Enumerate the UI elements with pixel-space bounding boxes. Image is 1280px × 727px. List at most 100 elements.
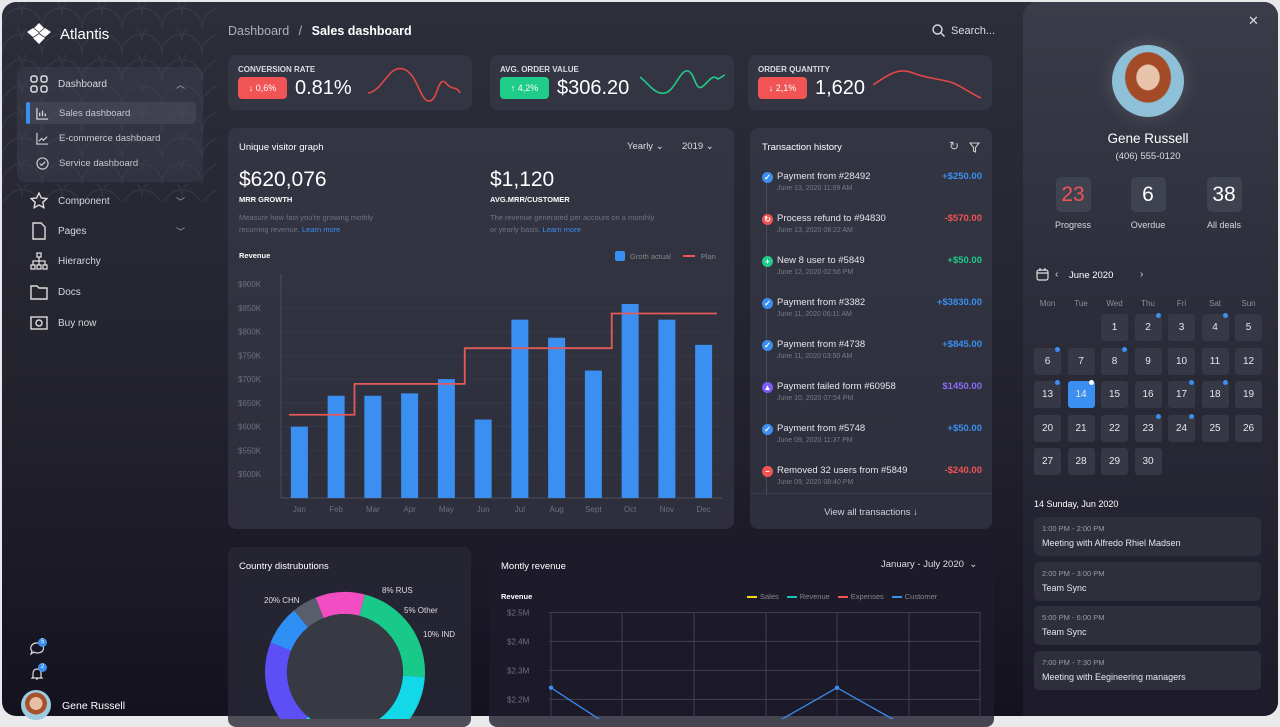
- notifications-button[interactable]: 2: [30, 663, 47, 686]
- legend-item[interactable]: Revenue: [786, 592, 830, 601]
- calendar-day[interactable]: 28: [1067, 448, 1095, 475]
- sidebar-subitem-ecommerce-dashboard[interactable]: E-commerce dashboard: [26, 127, 196, 149]
- sidebar-item-docs[interactable]: Docs: [30, 283, 195, 301]
- calendar-day[interactable]: 17: [1168, 380, 1195, 408]
- transaction-item[interactable]: − Removed 32 users from #5849 June 09, 202…: [762, 465, 982, 505]
- prev-month-button[interactable]: ‹: [1055, 269, 1059, 280]
- legend-item[interactable]: Customer: [891, 592, 937, 601]
- learn-more-link[interactable]: Learn more: [301, 225, 341, 234]
- calendar-day[interactable]: 21: [1067, 414, 1095, 442]
- schedule-event[interactable]: 7:00 PM - 7:30 PM Meeting with Eegineerin…: [1034, 650, 1261, 690]
- sidebar-item-dashboard[interactable]: Dashboard ︿: [30, 75, 195, 93]
- bar-Oct[interactable]: [621, 303, 639, 498]
- view-all-transactions-link[interactable]: View all transactions ↓: [750, 507, 992, 518]
- period-dropdown[interactable]: Yearly ⌄: [627, 141, 664, 152]
- donut-segment[interactable]: [270, 610, 309, 651]
- calendar-day[interactable]: 15: [1101, 381, 1128, 408]
- calendar-day[interactable]: 8: [1101, 346, 1128, 375]
- calendar-day[interactable]: 13: [1034, 380, 1061, 408]
- legend-item[interactable]: Sales: [747, 592, 779, 601]
- calendar-day[interactable]: 5: [1235, 314, 1262, 341]
- sidebar-item-buy-now[interactable]: Buy now: [30, 314, 195, 332]
- legend-item[interactable]: Expenses: [837, 592, 884, 601]
- filter-icon[interactable]: [969, 142, 980, 153]
- search-button[interactable]: Search...: [932, 24, 995, 37]
- year-dropdown[interactable]: 2019 ⌄: [682, 141, 714, 152]
- event-dot: [1122, 346, 1127, 352]
- transaction-item[interactable]: ✓ Payment from #5748 June 09, 2020 11:37 P…: [762, 423, 982, 463]
- bar-Feb[interactable]: [327, 395, 345, 498]
- sidebar-subitem-service-dashboard[interactable]: Service dashboard: [26, 152, 196, 174]
- payment-status-icon: ✓: [762, 340, 773, 351]
- refresh-icon[interactable]: ↻: [949, 139, 960, 153]
- calendar-day[interactable]: 26: [1235, 414, 1262, 442]
- next-month-button[interactable]: ›: [1140, 269, 1144, 280]
- bar-Dec[interactable]: [695, 344, 713, 498]
- calendar-day[interactable]: 23: [1134, 413, 1162, 442]
- calendar-day[interactable]: 25: [1201, 414, 1229, 442]
- logo[interactable]: Atlantis: [26, 23, 109, 45]
- calendar-day[interactable]: 19: [1235, 381, 1262, 408]
- calendar-day[interactable]: 10: [1168, 347, 1195, 375]
- event-title: Team Sync: [1042, 582, 1087, 593]
- transaction-item[interactable]: ↻ Process refund to #94830 June 13, 2020 0…: [762, 213, 982, 253]
- transaction-item[interactable]: ✓ Payment from #4738 June 11, 2020 03:50 A…: [762, 339, 982, 379]
- calendar-day[interactable]: 16: [1134, 381, 1162, 408]
- calendar-day[interactable]: 9: [1134, 347, 1162, 375]
- bar-Jan[interactable]: [290, 426, 308, 498]
- donut-segment[interactable]: [294, 675, 425, 719]
- calendar-day[interactable]: 11: [1201, 347, 1229, 375]
- close-icon[interactable]: ✕: [1248, 13, 1259, 28]
- calendar-day[interactable]: 20: [1034, 414, 1061, 442]
- bar-Aug[interactable]: [548, 337, 566, 498]
- transaction-item[interactable]: ✓ Payment from #28492 June 13, 2020 11:09 …: [762, 171, 982, 211]
- transaction-item[interactable]: ▲ Payment failed form #60958 June 10, 2020…: [762, 381, 982, 421]
- bar-Jul[interactable]: [511, 319, 529, 498]
- sidebar-item-component[interactable]: Component ﹀: [30, 192, 195, 210]
- user-avatar[interactable]: [21, 690, 51, 720]
- calendar-day[interactable]: 24: [1168, 413, 1195, 442]
- schedule-event[interactable]: 5:00 PM - 6:00 PM Team Sync: [1034, 606, 1261, 645]
- sidebar-item-pages[interactable]: Pages ﹀: [30, 222, 195, 240]
- calendar-day[interactable]: 1: [1101, 314, 1128, 341]
- transaction-item[interactable]: ✓ Payment from #3382 June 11, 2020 06:11 A…: [762, 297, 982, 337]
- sidebar-item-label: Dashboard: [58, 78, 107, 90]
- bar-Mar[interactable]: [364, 395, 382, 498]
- schedule-event[interactable]: 2:00 PM - 3:00 PM Team Sync: [1034, 561, 1261, 601]
- calendar-day[interactable]: 29: [1101, 448, 1128, 475]
- transaction-title: Payment from #28492: [777, 171, 871, 182]
- sidebar-subitem-sales-dashboard[interactable]: Sales dashboard: [26, 102, 196, 124]
- calendar-day[interactable]: 4: [1201, 313, 1229, 341]
- calendar-day[interactable]: 7: [1067, 347, 1095, 375]
- calendar-day[interactable]: 14: [1067, 380, 1095, 408]
- bar-May[interactable]: [437, 379, 455, 498]
- calendar-day[interactable]: 12: [1235, 347, 1262, 375]
- weekday-label: Thu: [1141, 299, 1155, 308]
- data-point[interactable]: [834, 685, 840, 690]
- data-point[interactable]: [548, 685, 554, 690]
- breadcrumb-parent[interactable]: Dashboard: [228, 24, 290, 38]
- calendar-day[interactable]: 27: [1034, 448, 1061, 475]
- calendar-day[interactable]: 2: [1134, 313, 1162, 341]
- calendar-day[interactable]: 30: [1134, 448, 1162, 475]
- donut-segment[interactable]: [294, 597, 324, 628]
- messages-button[interactable]: 5: [29, 638, 47, 661]
- bar-Apr[interactable]: [401, 393, 419, 498]
- bar-Nov[interactable]: [658, 319, 676, 498]
- donut-segment[interactable]: [359, 594, 425, 678]
- donut-segment[interactable]: [315, 592, 365, 619]
- bar-Sept[interactable]: [584, 370, 602, 498]
- sidebar-item-hierarchy[interactable]: Hierarchy: [30, 252, 195, 270]
- refund-status-icon: ↻: [762, 214, 773, 225]
- card-title: Transaction history: [762, 142, 842, 153]
- learn-more-link[interactable]: Learn more: [542, 225, 581, 234]
- calendar-day[interactable]: 22: [1101, 414, 1128, 442]
- calendar-day[interactable]: 18: [1201, 380, 1229, 408]
- calendar-day[interactable]: 6: [1034, 346, 1061, 375]
- transaction-item[interactable]: + New 8 user to #5849 June 12, 2020 02:56 …: [762, 255, 982, 295]
- bar-Jun[interactable]: [474, 419, 492, 498]
- date-range-dropdown[interactable]: January - July 2020 ⌄: [881, 559, 977, 570]
- donut-segment[interactable]: [265, 642, 309, 719]
- schedule-event[interactable]: 1:00 PM - 2:00 PM Meeting with Alfredo Rh…: [1034, 517, 1261, 556]
- calendar-day[interactable]: 3: [1168, 314, 1195, 341]
